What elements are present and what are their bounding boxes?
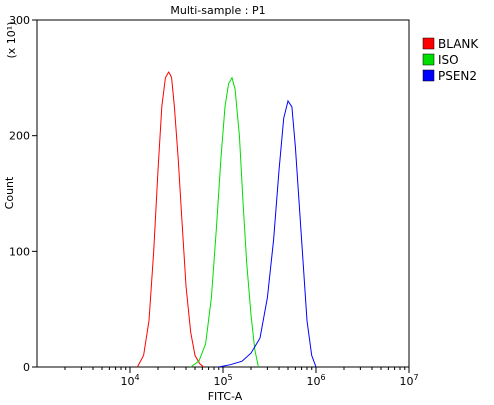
legend-label-iso: ISO <box>438 53 459 67</box>
x-tick-label: 105 <box>213 373 232 388</box>
plot-area-frame <box>36 19 410 368</box>
legend-label-psen2: PSEN2 <box>438 69 477 83</box>
legend-swatch-iso <box>422 53 435 66</box>
series-line-iso <box>190 76 259 368</box>
chart-title: Multi-sample : P1 <box>170 4 265 17</box>
legend: BLANK ISO PSEN2 <box>422 37 479 83</box>
x-tick-label: 106 <box>306 373 325 388</box>
x-tick-exponent: 6 <box>320 373 325 382</box>
y-tick-label: 300 <box>9 14 30 27</box>
series-line-blank <box>136 71 205 368</box>
x-axis-ticks: 104 105 106 107 <box>64 367 419 388</box>
y-multiplier-label: (x 10¹) <box>5 22 18 59</box>
y-axis-ticks: 0 100 200 300 <box>9 14 37 374</box>
y-axis-label: Count <box>3 176 16 209</box>
x-tick-exponent: 5 <box>227 373 232 382</box>
y-tick-label: 100 <box>9 245 30 258</box>
histogram-series <box>136 71 317 368</box>
x-tick-exponent: 7 <box>413 373 418 382</box>
x-tick-label: 107 <box>399 373 418 388</box>
legend-label-blank: BLANK <box>438 37 479 51</box>
legend-swatch-blank <box>422 37 435 50</box>
y-tick-label: 0 <box>23 361 30 374</box>
x-tick-label: 104 <box>120 373 139 388</box>
x-axis-label: FITC-A <box>208 390 243 403</box>
legend-swatch-psen2 <box>422 69 435 82</box>
series-line-psen2 <box>218 99 317 368</box>
x-tick-exponent: 4 <box>134 373 139 382</box>
y-tick-label: 200 <box>9 130 30 143</box>
